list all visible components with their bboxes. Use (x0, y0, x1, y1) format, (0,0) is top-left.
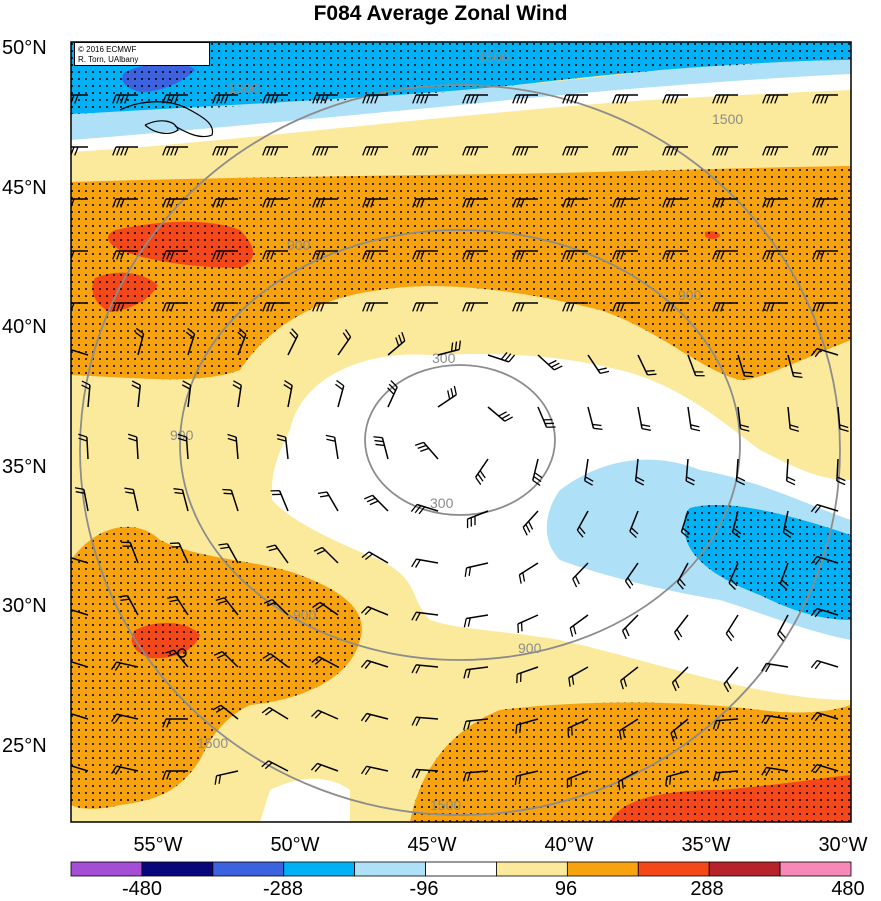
contour-label: 900 (287, 237, 311, 253)
wind-barb-flag (61, 609, 67, 616)
wind-barb-flag (646, 371, 655, 372)
wind-barb-flag (516, 725, 517, 734)
wind-barb-flag (67, 95, 70, 103)
wind-barb-flag (647, 374, 656, 375)
contour-label: 1500 (197, 735, 228, 751)
contour-label: 1500 (228, 80, 259, 96)
longitude-label: 45°W (407, 834, 456, 857)
contour-label: 1500 (478, 49, 509, 65)
wind-barb-flag (224, 493, 233, 494)
credit-line-1: © 2016 ECMWF (78, 45, 206, 55)
latitude-label: 30°N (2, 595, 47, 618)
colorbar-swatch (638, 862, 709, 876)
wind-barb-flag (65, 558, 71, 565)
longitude-label: 35°W (681, 834, 730, 857)
colorbar-tick-label: 288 (690, 878, 723, 901)
wind-barb-flag (67, 303, 70, 311)
colorbar (71, 862, 851, 876)
wind-barb-flag (65, 714, 71, 721)
wind-barb-flag (63, 147, 66, 155)
colorbar-swatch (355, 862, 426, 876)
colorbar-swatch (426, 862, 497, 876)
zonal-wind-field: 1500 1500 1500 1500 1500 900 900 900 900… (61, 42, 851, 822)
contour-label: 900 (293, 607, 317, 623)
credit-line-2: R. Torn, UAlbany (78, 55, 206, 65)
wind-barb-flag (63, 199, 66, 207)
contour-label: 1500 (712, 111, 743, 127)
wind-barb-flag (67, 199, 70, 207)
wind-barb-flag (666, 777, 667, 786)
wind-barb-flag (65, 662, 71, 669)
wind-barb-flag (61, 765, 67, 772)
colorbar-swatch (780, 862, 851, 876)
wind-barb-flag (520, 724, 521, 733)
latitude-label: 50°N (2, 37, 47, 60)
colorbar-tick-label: -96 (410, 878, 439, 901)
wind-barb-flag (744, 376, 753, 377)
longitude-label: 55°W (133, 834, 182, 857)
wind-barb-flag (670, 776, 671, 785)
colorbar-swatch (496, 862, 567, 876)
longitude-label: 30°W (818, 834, 867, 857)
wind-barb-flag (63, 95, 66, 103)
contour-label: 300 (430, 495, 454, 511)
wind-barb-flag (572, 727, 573, 736)
colorbar-swatch (567, 862, 638, 876)
wind-barb-flag (67, 251, 70, 259)
longitude-label: 40°W (544, 834, 593, 857)
colorbar-swatch (142, 862, 213, 876)
wind-barb-flag (65, 350, 71, 357)
longitude-label: 50°W (270, 834, 319, 857)
wind-barb-flag (67, 147, 70, 155)
colorbar-tick-label: 96 (555, 878, 577, 901)
colorbar-tick-label: 480 (831, 878, 864, 901)
contour-label: 1500 (430, 797, 461, 813)
colorbar-swatch (284, 862, 355, 876)
wind-barb-flag (568, 728, 569, 737)
colorbar-swatch (213, 862, 284, 876)
wind-barb-flag (63, 303, 66, 311)
wind-barb-flag (61, 557, 67, 564)
latitude-label: 40°N (2, 316, 47, 339)
wind-barb-flag (61, 713, 67, 720)
wind-barb-flag (63, 251, 66, 259)
wind-barb-flag (65, 610, 71, 617)
wind-barb-flag (61, 661, 67, 668)
contour-label: 300 (432, 350, 456, 366)
latitude-label: 25°N (2, 735, 47, 758)
latitude-label: 35°N (2, 456, 47, 479)
contour-label: 900 (518, 640, 542, 656)
wind-barb-flag (743, 372, 752, 373)
colorbar-tick-label: -480 (122, 878, 162, 901)
colorbar-swatch (709, 862, 780, 876)
wind-barb-flag (65, 766, 71, 773)
contour-label: 900 (678, 287, 702, 303)
colorbar-swatch (71, 862, 142, 876)
copyright-notice: © 2016 ECMWF R. Torn, UAlbany (74, 42, 210, 66)
colorbar-tick-label: -288 (263, 878, 303, 901)
latitude-label: 45°N (2, 177, 47, 200)
wind-barb-flag (61, 349, 67, 356)
wind-barb-flag (222, 489, 231, 490)
